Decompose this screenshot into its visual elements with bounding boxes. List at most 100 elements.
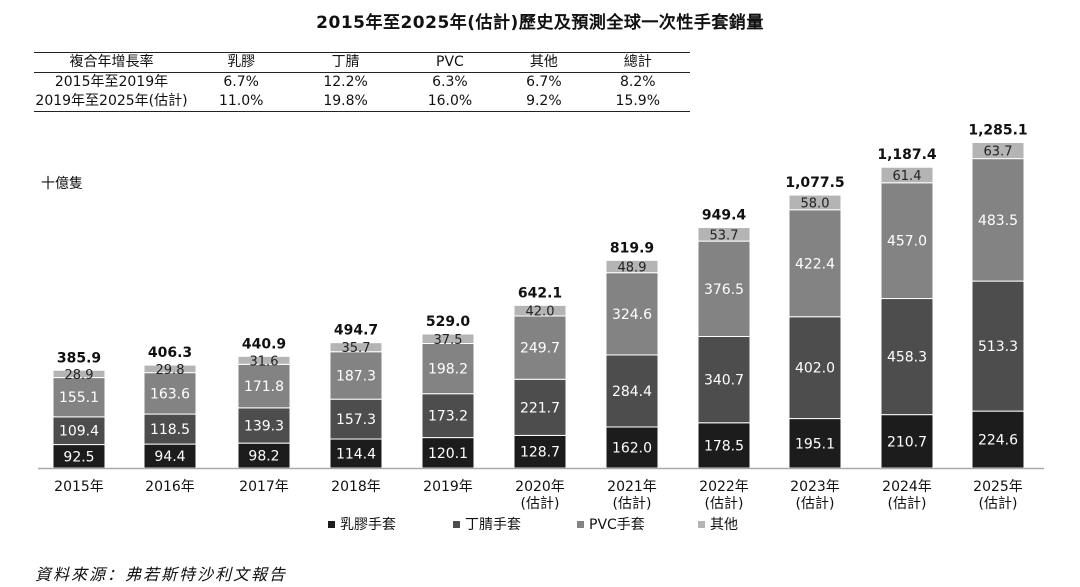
total-label: 1,285.1	[968, 122, 1027, 138]
total-label: 819.9	[610, 240, 654, 256]
bar-segment-other	[788, 194, 842, 211]
data-label: 340.7	[704, 373, 744, 389]
data-label: 92.5	[63, 449, 94, 465]
total-label: 1,077.5	[785, 175, 844, 191]
cagr-row: 2015年至2019年 6.7% 12.2% 6.3% 6.7% 8.2%	[34, 73, 690, 93]
data-label: 376.5	[704, 282, 744, 298]
bar-segment-nitrile	[971, 280, 1025, 412]
cagr-value: 15.9%	[615, 93, 661, 109]
cagr-header-other: 其他	[529, 54, 558, 70]
bar-segment-other	[697, 227, 751, 242]
data-label: 221.7	[520, 400, 560, 416]
data-label: 483.5	[978, 213, 1018, 229]
data-label: 458.3	[887, 350, 927, 366]
bar-segment-latex	[697, 422, 751, 469]
bar-segment-other	[237, 355, 291, 365]
bar-segment-pvc	[513, 315, 567, 380]
data-label: 284.4	[612, 384, 652, 400]
legend-label-other: 其他	[710, 517, 738, 533]
data-label: 402.0	[795, 361, 835, 377]
data-label: 58.0	[801, 196, 830, 211]
bar-segment-nitrile	[52, 416, 106, 446]
cagr-value: 6.7%	[223, 74, 259, 90]
data-label: 31.6	[250, 354, 279, 369]
total-label: 385.9	[57, 350, 101, 366]
data-label: 128.7	[520, 445, 560, 461]
bar-segment-nitrile	[513, 378, 567, 436]
total-label: 440.9	[242, 336, 286, 352]
cagr-value: 6.3%	[432, 74, 468, 90]
x-tick-label: (估計)	[888, 496, 927, 512]
data-label: 157.3	[336, 412, 376, 428]
cagr-header-total: 總計	[623, 54, 652, 70]
bar-segment-pvc	[329, 351, 383, 400]
stacked-bar-chart: 92.5 109.4 155.1 28.9 385.9 2015年 94.4 118.5 163…	[38, 122, 1044, 533]
bar-segment-pvc	[605, 272, 659, 356]
x-tick-label: 2023年	[790, 479, 840, 495]
cagr-header-row: 複合年增長率 乳膠 丁腈 PVC 其他 總計	[34, 52, 690, 73]
data-label: 210.7	[887, 434, 927, 450]
data-label: 109.4	[59, 424, 99, 440]
source-note: 資料來源：弗若斯特沙利文報告	[35, 565, 288, 584]
data-label: 120.1	[428, 446, 468, 462]
bar-segment-latex	[421, 437, 475, 469]
cagr-value: 16.0%	[427, 93, 473, 109]
bar-segment-nitrile	[697, 335, 751, 424]
cagr-value: 9.2%	[526, 93, 562, 109]
data-label: 48.9	[618, 261, 647, 276]
legend-swatch-nitrile	[453, 521, 460, 528]
bar-segment-other	[52, 369, 106, 379]
bar-segment-other	[605, 259, 659, 274]
bar-segment-nitrile	[788, 316, 842, 420]
data-label: 94.4	[154, 449, 185, 465]
cagr-row: 2019年至2025年(估計) 11.0% 19.8% 16.0% 9.2% 1…	[34, 92, 690, 112]
data-label: 29.8	[156, 363, 185, 378]
total-label: 529.0	[426, 314, 471, 330]
total-label: 494.7	[334, 323, 378, 339]
data-label: 37.5	[434, 333, 463, 348]
x-tick-label: 2022年	[699, 479, 749, 495]
cagr-value: 8.2%	[620, 74, 656, 90]
data-label: 63.7	[984, 145, 1013, 160]
bar-segment-other	[143, 364, 197, 374]
cagr-header-label: 複合年增長率	[69, 54, 154, 70]
data-label: 171.8	[244, 379, 284, 395]
data-label: 139.3	[244, 418, 284, 434]
chart-title: 2015年至2025年(估計)歷史及預測全球一次性手套銷量	[316, 13, 764, 33]
bar-segment-latex	[880, 414, 934, 469]
data-label: 324.6	[612, 307, 652, 323]
data-label: 163.6	[150, 386, 190, 402]
legend-label-pvc: PVC手套	[589, 517, 645, 533]
cagr-period: 2019年至2025年(估計)	[35, 93, 188, 109]
y-unit-label: 十億隻	[41, 176, 83, 192]
x-tick-label: 2017年	[239, 479, 289, 495]
bar-segment-pvc	[971, 158, 1025, 282]
data-label: 35.7	[342, 341, 371, 356]
x-tick-label: 2021年	[607, 479, 657, 495]
cagr-header-nitrile: 丁腈	[331, 54, 360, 70]
total-label: 642.1	[518, 285, 562, 301]
bar-segment-latex	[513, 434, 567, 469]
cagr-value: 12.2%	[323, 74, 368, 90]
x-tick-label: 2020年	[515, 479, 565, 495]
legend-swatch-latex	[328, 521, 335, 528]
bar-segment-other	[513, 304, 567, 317]
data-label: 61.4	[893, 169, 922, 184]
bar-segment-other	[971, 141, 1025, 160]
data-label: 162.0	[612, 440, 652, 456]
bar-segment-latex	[237, 442, 291, 469]
bar-segment-pvc	[697, 240, 751, 337]
bar-segment-other	[329, 342, 383, 353]
data-label: 187.3	[336, 368, 376, 384]
x-tick-label: (估計)	[979, 496, 1018, 512]
data-label: 155.1	[59, 390, 99, 406]
data-label: 422.4	[795, 256, 835, 272]
total-label: 949.4	[702, 208, 747, 224]
data-label: 195.1	[795, 436, 835, 452]
x-tick-label: (估計)	[521, 496, 560, 512]
bar-segment-latex	[605, 426, 659, 469]
data-label: 198.2	[428, 362, 468, 378]
cagr-header-pvc: PVC	[436, 54, 464, 70]
cagr-value: 11.0%	[218, 93, 264, 109]
x-tick-label: 2016年	[145, 479, 195, 495]
